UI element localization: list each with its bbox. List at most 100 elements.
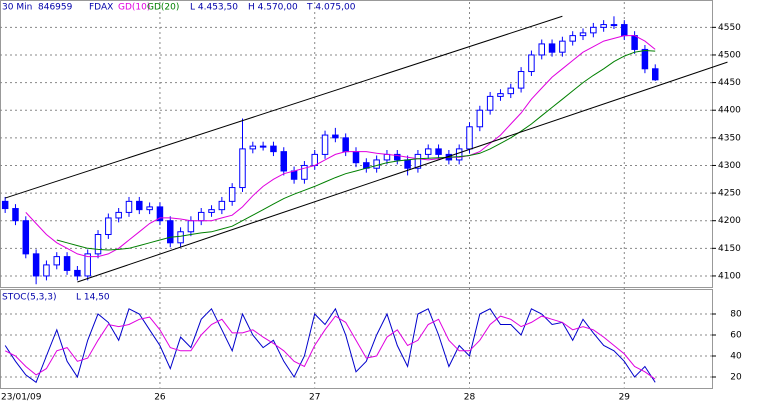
y-tick-label: 4100 bbox=[718, 271, 741, 281]
candle-body bbox=[641, 48, 649, 70]
header-stat: H 4.570,00 bbox=[248, 3, 298, 13]
candle-body bbox=[32, 253, 40, 277]
candle-body bbox=[187, 220, 195, 233]
candle-body bbox=[610, 24, 618, 27]
candle-body bbox=[280, 151, 288, 172]
y-tick-label: 4450 bbox=[718, 78, 741, 88]
price-panel-frame bbox=[0, 0, 713, 288]
candle-body bbox=[218, 200, 226, 211]
candle-body bbox=[22, 220, 30, 255]
x-tick-label: 23/01/09 bbox=[1, 393, 42, 403]
y-tick-label: 4550 bbox=[718, 23, 741, 33]
candle-body bbox=[559, 40, 566, 53]
candle-body bbox=[74, 269, 81, 277]
candle-body bbox=[239, 148, 246, 189]
header-symbol: FDAX bbox=[89, 3, 113, 13]
candle-body bbox=[12, 208, 19, 222]
candle-body bbox=[548, 43, 556, 53]
x-tick-label: 26 bbox=[154, 393, 166, 403]
candle-body bbox=[53, 256, 61, 266]
candle-body bbox=[259, 145, 267, 148]
candle-body bbox=[249, 145, 257, 150]
candle-body bbox=[621, 24, 628, 37]
candle-body bbox=[63, 256, 71, 271]
candle-body bbox=[435, 148, 442, 155]
y-tick-label: 4400 bbox=[718, 106, 741, 116]
candle-body bbox=[517, 71, 525, 89]
stoch-stat: L 14,50 bbox=[76, 293, 110, 303]
candle-body bbox=[538, 43, 545, 56]
candle-body bbox=[177, 231, 184, 244]
trend-line bbox=[77, 61, 728, 283]
candle-body bbox=[332, 134, 339, 139]
candle-body bbox=[414, 153, 422, 169]
candle-body bbox=[486, 95, 494, 111]
candle-body bbox=[43, 264, 50, 277]
candle-body bbox=[455, 148, 463, 161]
x-tick-label: 27 bbox=[309, 393, 320, 403]
candle-body bbox=[197, 211, 205, 222]
candle-body bbox=[228, 187, 236, 202]
x-tick-label: 29 bbox=[619, 393, 631, 403]
candle-body bbox=[125, 200, 133, 213]
candle-body bbox=[342, 137, 349, 153]
candle-body bbox=[105, 217, 112, 236]
indicator-line bbox=[4, 307, 656, 384]
candle-body bbox=[424, 148, 432, 155]
candle-body bbox=[301, 164, 308, 180]
candle-body bbox=[136, 200, 143, 211]
candle-body bbox=[466, 126, 473, 150]
y-tick-label: 4250 bbox=[718, 189, 741, 199]
candle-body bbox=[579, 32, 587, 37]
candle-body bbox=[208, 209, 215, 213]
candle-body bbox=[507, 87, 515, 95]
indicator-line bbox=[25, 35, 656, 258]
legend-entry: GD(10) bbox=[118, 3, 150, 13]
candle-body bbox=[569, 35, 576, 42]
candle-body bbox=[600, 24, 607, 28]
candle-body bbox=[476, 109, 484, 128]
y-tick-label: 80 bbox=[730, 310, 742, 320]
candle-body bbox=[290, 170, 298, 180]
candle-body bbox=[404, 159, 411, 169]
candle-body bbox=[146, 206, 153, 211]
candle-body bbox=[352, 151, 360, 164]
header-stat: T 4.075,00 bbox=[306, 3, 356, 13]
candle-body bbox=[631, 35, 638, 50]
candle-body bbox=[94, 234, 102, 255]
candle-body bbox=[528, 54, 535, 73]
stoch-panel-frame bbox=[0, 289, 713, 389]
candle-body bbox=[156, 206, 164, 222]
header-interval: 30 Min bbox=[2, 3, 32, 13]
candle-body bbox=[651, 68, 659, 81]
y-tick-label: 4300 bbox=[718, 161, 741, 171]
x-tick-label: 28 bbox=[464, 393, 476, 403]
trend-line bbox=[5, 15, 563, 199]
candle-body bbox=[383, 153, 391, 161]
candle-body bbox=[497, 93, 504, 97]
y-tick-label: 4150 bbox=[718, 244, 741, 254]
legend-entry: GD(20) bbox=[147, 3, 179, 13]
stoch-title: STOC(5,3,3) bbox=[2, 293, 57, 303]
candle-body bbox=[115, 211, 122, 219]
candle-body bbox=[321, 134, 329, 155]
candle-body bbox=[311, 153, 318, 166]
indicator-line bbox=[56, 49, 656, 251]
y-tick-label: 4500 bbox=[718, 50, 741, 60]
candle-body bbox=[394, 153, 401, 161]
y-tick-label: 60 bbox=[730, 331, 742, 341]
candle-body bbox=[167, 220, 174, 244]
header-stat: L 4.453,50 bbox=[190, 3, 238, 13]
candle-body bbox=[270, 145, 277, 153]
y-tick-label: 4350 bbox=[718, 133, 741, 143]
candle-body bbox=[590, 26, 597, 34]
y-tick-label: 20 bbox=[730, 373, 742, 383]
y-tick-label: 40 bbox=[730, 352, 742, 362]
indicator-line bbox=[4, 315, 656, 380]
header-id: 846959 bbox=[38, 3, 73, 13]
candle-body bbox=[373, 159, 380, 169]
candle-body bbox=[1, 200, 9, 210]
